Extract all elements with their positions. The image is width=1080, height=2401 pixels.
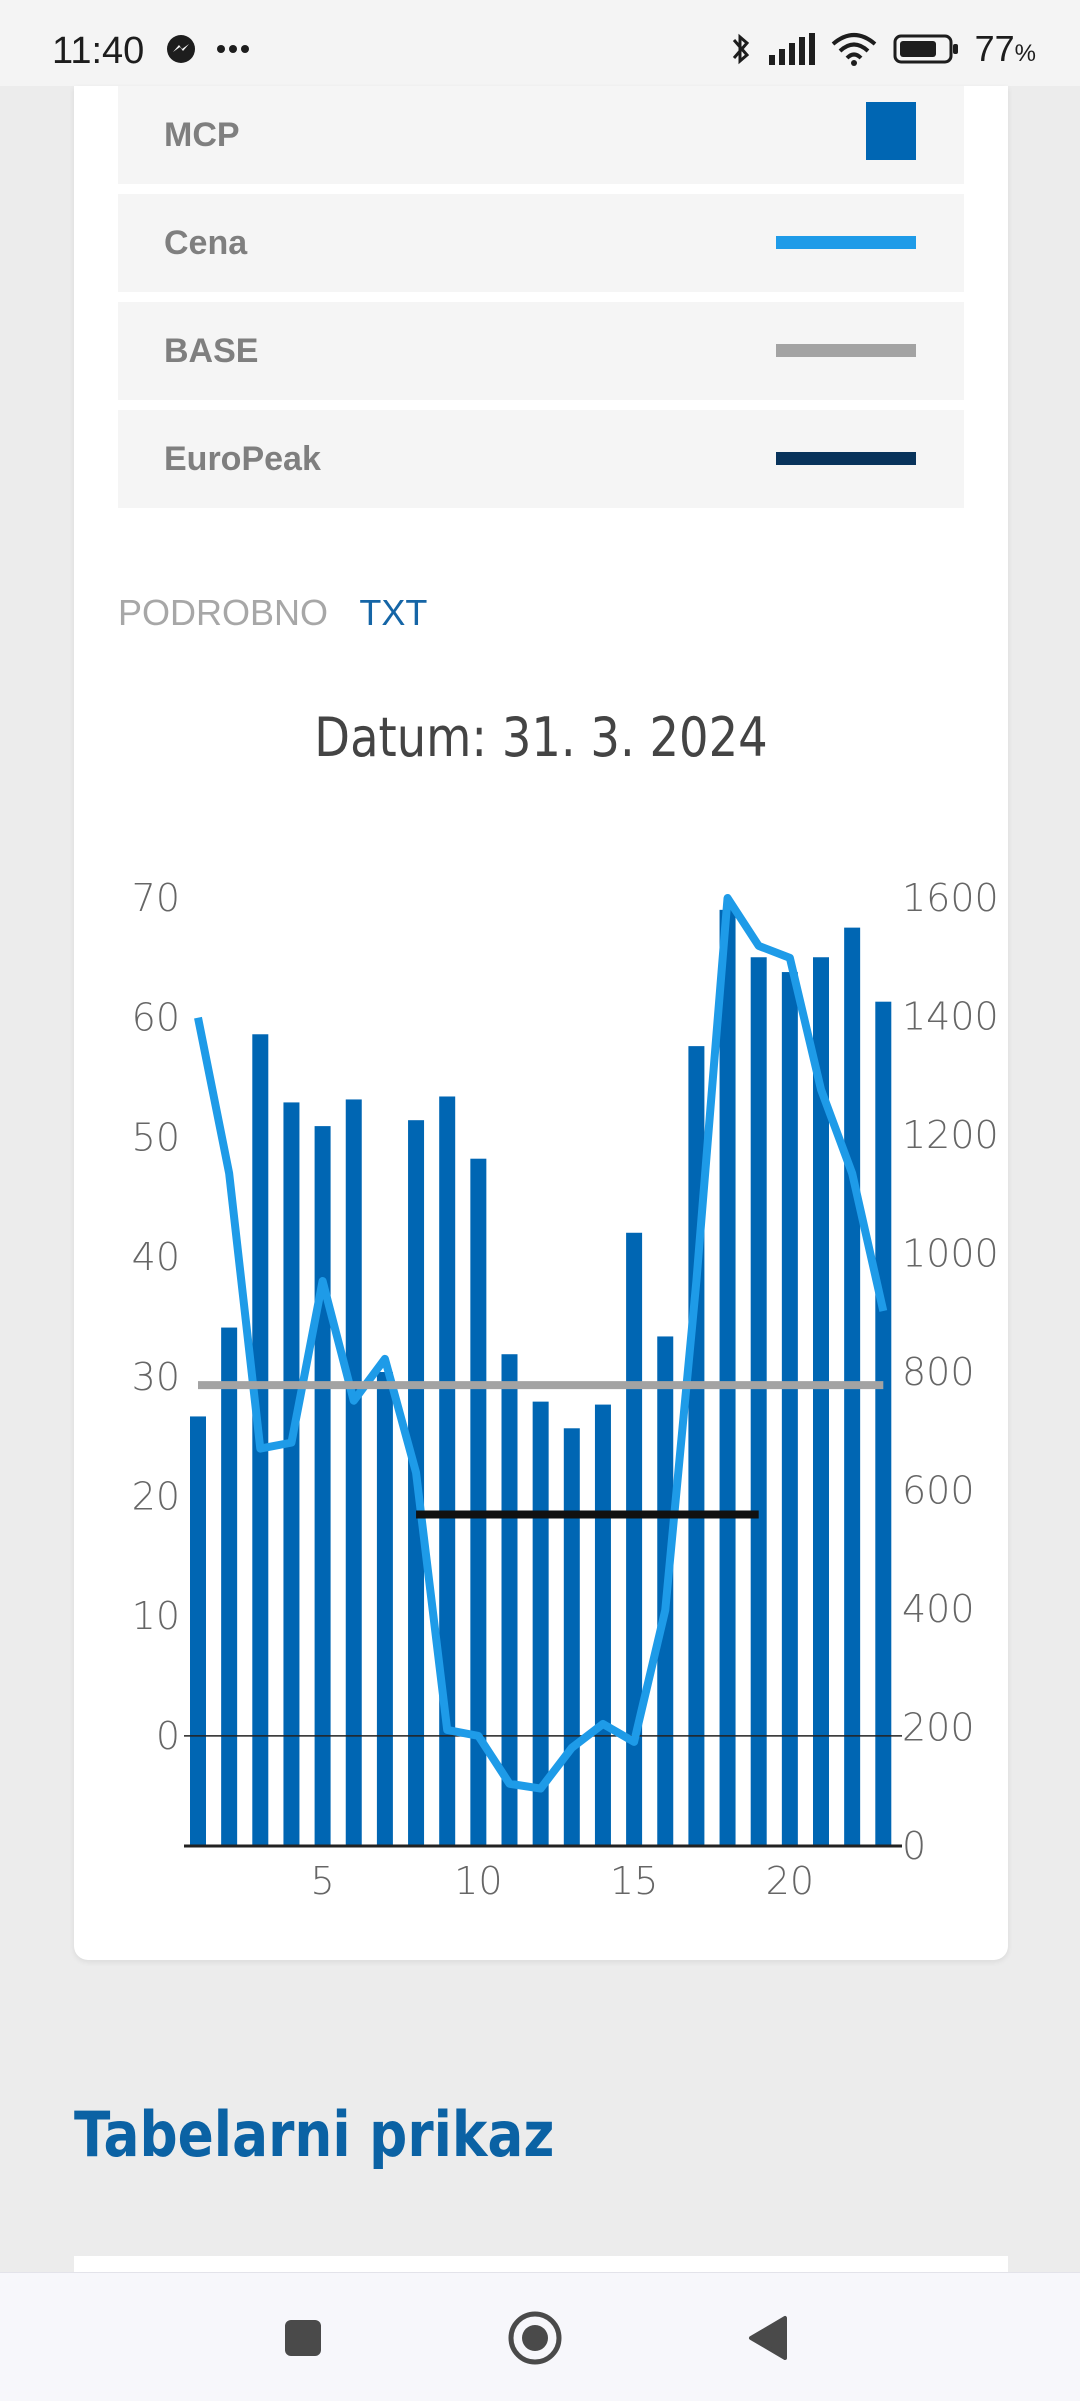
legend-swatch-europeak [776,452,916,465]
right-tick-label-600: 600 [902,1469,975,1513]
bar-mcp-15 [626,1232,643,1846]
left-tick-label-10: 10 [132,1594,180,1638]
chart-card: MCP Cena BASE EuroPeak PODROBNO TXT Datu… [74,86,1008,1960]
bar-mcp-4 [283,1102,300,1846]
right-tick-label-200: 200 [902,1706,975,1750]
bluetooth-icon [732,33,749,65]
home-circle-icon [508,2311,562,2365]
bar-mcp-1 [190,1416,206,1846]
tab-podrobno[interactable]: PODROBNO [118,592,329,633]
battery-percentage: 77 [974,28,1015,69]
back-button[interactable] [732,2303,802,2373]
x-tick-label-20: 20 [766,1859,814,1903]
legend-item-cena[interactable]: Cena [118,194,964,292]
tab-txt[interactable]: TXT [359,592,428,633]
legend-label: MCP [164,116,240,154]
legend-label: EuroPeak [164,440,321,478]
bar-mcp-11 [501,1354,518,1846]
right-tick-label-800: 800 [902,1350,975,1394]
legend-label: Cena [164,224,248,262]
bar-mcp-9 [439,1096,456,1846]
bar-mcp-10 [470,1158,487,1846]
bar-mcp-14 [594,1404,611,1846]
bar-mcp-13 [563,1428,580,1846]
left-tick-label-20: 20 [132,1474,180,1518]
status-bar: 11:40 77% [0,0,1080,86]
bar-mcp-18 [719,909,736,1846]
section-title: Tabelarni prikaz [74,2098,555,2171]
left-tick-label-70: 70 [132,876,180,920]
left-tick-label-60: 60 [132,996,180,1040]
legend-item-europeak[interactable]: EuroPeak [118,410,964,508]
x-tick-label-5: 5 [311,1859,335,1903]
bar-mcp-21 [813,957,829,1846]
left-tick-label-40: 40 [132,1235,180,1279]
messenger-icon [167,35,195,63]
legend-item-base[interactable]: BASE [118,302,964,400]
right-tick-label-1400: 1400 [902,995,999,1039]
square-icon [285,2320,321,2356]
wifi-icon [831,33,876,66]
navigation-bar [0,2272,1080,2401]
right-tick-label-0: 0 [902,1824,926,1868]
chart-title: Datum: 31. 3. 2024 [314,706,768,769]
recents-button[interactable] [268,2303,338,2373]
bar-mcp-19 [750,957,767,1846]
legend-swatch-mcp [866,102,916,160]
signal-icon [768,33,815,65]
left-tick-label-50: 50 [132,1115,180,1159]
left-tick-label-0: 0 [156,1714,180,1758]
battery-percent-sign: % [1014,40,1036,67]
right-tick-label-1600: 1600 [902,876,999,920]
legend-label: BASE [164,332,259,370]
home-button[interactable] [500,2303,570,2373]
legend-swatch-base [776,344,916,357]
view-tabs: PODROBNO TXT [118,592,427,634]
right-tick-label-1200: 1200 [902,1113,999,1157]
more-notifications-icon [217,45,249,53]
right-tick-label-1000: 1000 [902,1232,999,1276]
series-line-cena [194,894,888,1793]
back-triangle-icon [749,2316,787,2360]
bar-mcp-6 [345,1099,362,1846]
x-tick-label-15: 15 [610,1859,658,1903]
left-tick-label-30: 30 [132,1355,180,1399]
battery-icon [893,34,958,64]
legend-swatch-cena [776,236,916,249]
x-tick-label-10: 10 [454,1859,502,1903]
mcp-chart: 0 10 20 30 40 50 60 70 0 200 400 600 800 1000 1200 1400… [132,876,999,1903]
status-time: 11:40 [52,30,145,72]
right-tick-label-400: 400 [902,1587,975,1631]
bar-mcp-23 [875,1001,892,1846]
bar-mcp-20 [781,972,798,1846]
bar-mcp-2 [221,1327,238,1846]
bar-mcp-7 [376,1372,393,1846]
bar-mcp-5 [314,1126,331,1846]
legend-item-mcp[interactable]: MCP [118,86,964,184]
